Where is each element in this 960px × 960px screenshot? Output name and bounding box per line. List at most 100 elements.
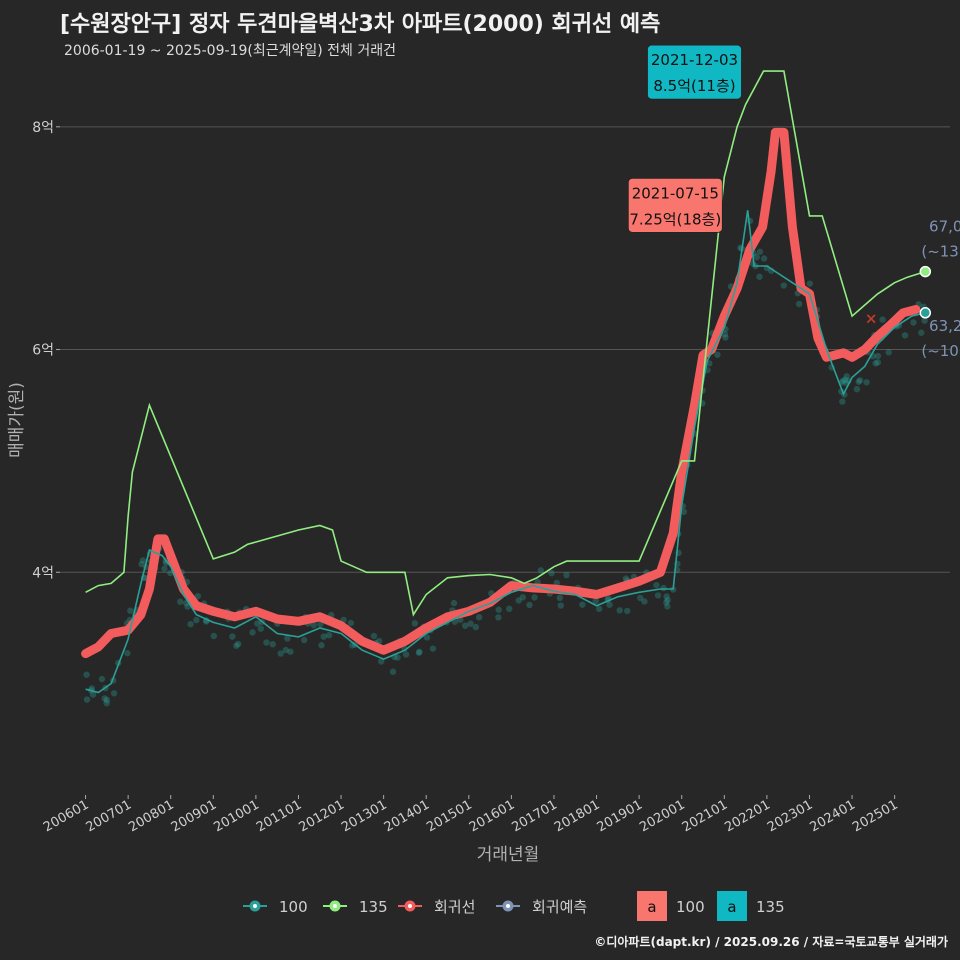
- scatter-point-100: [879, 316, 886, 323]
- scatter-point-100: [910, 319, 917, 326]
- scatter-point-100: [637, 594, 644, 602]
- scatter-point-100: [874, 359, 882, 366]
- scatter-point-100: [553, 579, 561, 587]
- scatter-point-100: [263, 639, 270, 646]
- scatter-point-100: [863, 379, 870, 386]
- end-point-135: [919, 265, 932, 278]
- scatter-point-100: [254, 620, 261, 627]
- scatter-point-100: [526, 601, 533, 609]
- scatter-point-100: [806, 280, 813, 287]
- x-tick-label: 201301: [339, 797, 389, 835]
- scatter-point-100: [856, 377, 864, 384]
- scatter-point-100: [229, 633, 236, 640]
- legend-dot-center-1: [333, 904, 337, 908]
- y-axis-ticks: 4억 6억 8억: [32, 120, 60, 581]
- scatter-point-100: [101, 695, 108, 702]
- scatter-point-100: [548, 569, 555, 577]
- x-tick-label: 201001: [211, 797, 261, 835]
- scatter-point-100: [103, 699, 110, 707]
- y-tick-label: 4억: [32, 565, 54, 581]
- legend-key-label: 100: [676, 898, 705, 916]
- scatter-point-100: [416, 648, 423, 656]
- scatter-point-100: [918, 329, 925, 336]
- y-tick-label: 8억: [32, 120, 54, 136]
- x-tick-label: 201601: [467, 797, 517, 835]
- footer-credit: ©디아파트(dapt.kr) / 2025.09.26 / 자료=국토교통부 실…: [594, 935, 948, 949]
- x-tick-label: 201101: [254, 797, 304, 835]
- end-label-price: 67,000: [929, 218, 960, 236]
- scatter-point-100: [714, 351, 721, 358]
- scatter-point-100: [411, 620, 419, 627]
- scatter-point-100: [300, 636, 308, 644]
- scatter-point-100: [282, 646, 289, 654]
- scatter-point-100: [506, 605, 513, 613]
- x-tick-label: 201401: [382, 797, 432, 835]
- legend-label: 회귀예측: [532, 898, 587, 916]
- scatter-point-100: [139, 557, 147, 564]
- scatter-point-100: [495, 606, 502, 613]
- scatter-point-100: [167, 569, 174, 577]
- scatter-point-100: [402, 651, 410, 658]
- scatter-point-100: [83, 696, 91, 703]
- x-tick-label: 200701: [84, 797, 134, 835]
- x-axis-ticks: 2006012007012008012009012010012011012012…: [41, 795, 901, 835]
- scatter-point-100: [756, 248, 764, 255]
- end-label-area: (~100㎡): [921, 342, 960, 360]
- scatter-point-100: [193, 616, 200, 624]
- scatter-point-100: [98, 675, 106, 683]
- scatter-point-100: [901, 332, 909, 339]
- chart-subtitle: 2006-01-19 ~ 2025-09-19(최근계약일) 전체 거래건: [64, 43, 396, 59]
- x-tick-label: 201701: [509, 797, 559, 835]
- scatter-point-100: [843, 373, 851, 380]
- scatter-point-100: [557, 602, 565, 609]
- scatter-point-100: [595, 605, 603, 613]
- scatter-point-100: [450, 599, 458, 607]
- scatter-point-100: [616, 607, 623, 614]
- end-markers: × 67,000 (~135㎡) 63,250 (~100㎡): [865, 218, 960, 360]
- grid-lines: [60, 126, 950, 573]
- scatter-point-100: [429, 645, 437, 652]
- scatter-point-100: [177, 598, 184, 605]
- scatter-point-100: [654, 592, 662, 599]
- end-label-price: 63,250: [929, 317, 960, 335]
- legend-key-letter: a: [647, 898, 656, 916]
- y-tick-label: 6억: [32, 343, 54, 359]
- scatter-point-100: [375, 637, 383, 645]
- scatter-point-100: [721, 331, 729, 338]
- scatter-point-100: [162, 559, 170, 567]
- scatter-point-100: [664, 596, 671, 604]
- scatter-point-100: [257, 625, 264, 632]
- annotation-box: [627, 177, 723, 233]
- x-tick-label: 202101: [680, 797, 730, 835]
- scatter-point-100: [874, 352, 882, 360]
- forecast-marker: ×: [865, 309, 878, 327]
- scatter-point-100: [110, 690, 118, 697]
- legend-dot-center-0: [253, 904, 257, 908]
- x-tick-label: 202201: [722, 797, 772, 835]
- scatter-point-100: [841, 376, 849, 383]
- scatter-point-100: [515, 597, 522, 604]
- scatter-point-100: [885, 349, 892, 356]
- scatter-point-100: [641, 598, 648, 605]
- scatter-point-100: [660, 584, 667, 592]
- annotation-date: 2021-07-15: [632, 184, 719, 202]
- scatter-point-100: [495, 614, 502, 621]
- regression-line: [81, 127, 921, 659]
- y-axis-label: 매매가(원): [7, 382, 27, 458]
- scatter-point-100: [795, 300, 803, 308]
- x-axis-label: 거래년월: [477, 845, 540, 865]
- series-100-line: [85, 210, 926, 694]
- scatter-point-100: [269, 640, 276, 648]
- scatter-point-100: [839, 377, 847, 385]
- scatter-point-100: [415, 649, 423, 656]
- x-tick-label: 200801: [126, 797, 176, 835]
- legend-dot-center-3: [506, 904, 510, 908]
- legend-key-box: [717, 891, 747, 921]
- annotation-135: 2021-12-03 8.5억(11층): [647, 44, 742, 100]
- x-tick-label: 202501: [850, 797, 900, 835]
- scatter-point-100: [194, 592, 201, 600]
- scatter-point-100: [664, 603, 671, 610]
- scatter-point-100: [853, 385, 861, 393]
- x-tick-label: 200601: [41, 797, 91, 835]
